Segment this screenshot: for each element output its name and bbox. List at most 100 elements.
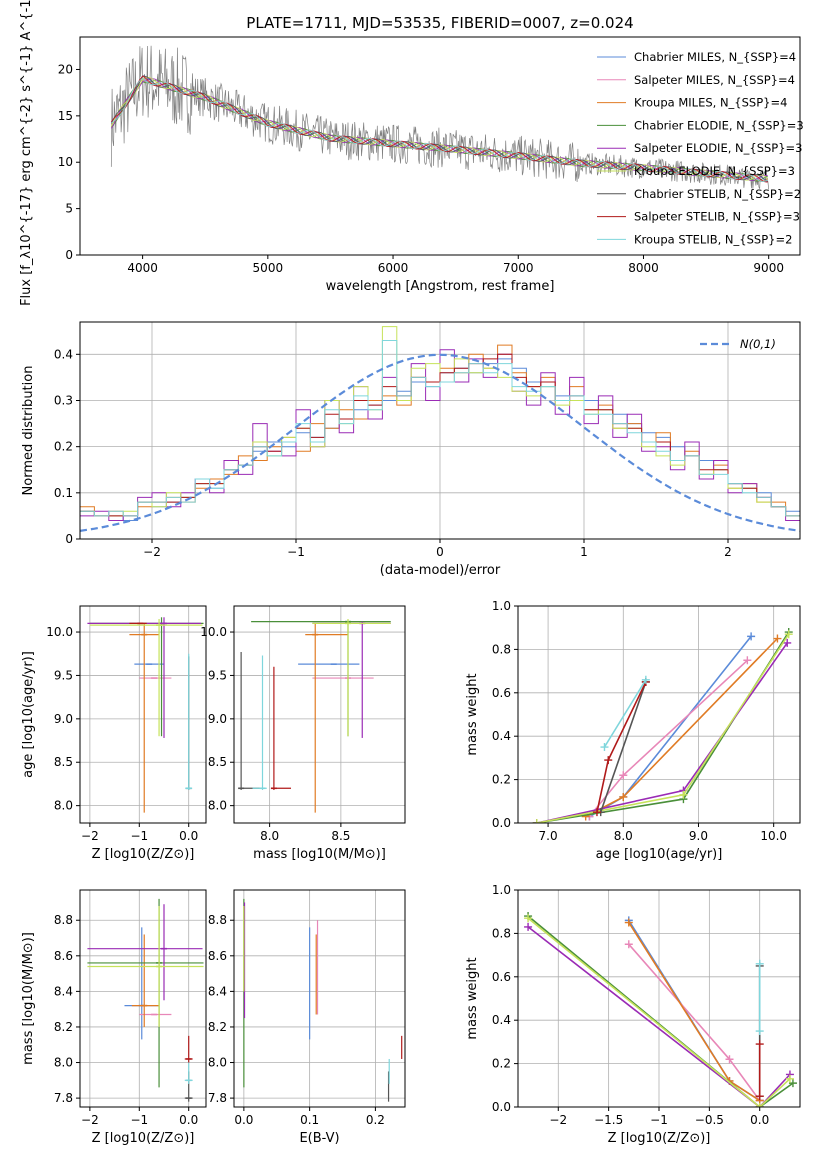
y-tick-label: 0	[65, 248, 73, 262]
weight-marker-chabrier_miles	[747, 632, 756, 641]
weight-line-kroupa_elodie	[527, 917, 791, 1107]
weight-line-chabrier_stelib	[599, 681, 647, 813]
weight-marker-salpeter_miles	[624, 940, 633, 949]
x-tick-label: 8.0	[260, 829, 279, 843]
y-tick-label: 8.5	[208, 755, 227, 769]
y-tick-label: 8.0	[54, 1056, 73, 1070]
model-line-salpeter_stelib	[110, 75, 768, 183]
axes-frame	[233, 889, 406, 1108]
plot-area-age-vs-Z	[87, 617, 204, 813]
weight-marker-kroupa_elodie	[532, 819, 541, 823]
axes-mass-vs-ebv: 0.0 0.1 0.2 7.8 8.0 8.2 8.4 8.6 8.8 E(B-V)	[208, 889, 406, 1146]
x-tick-label: 7.0	[539, 829, 558, 843]
y-tick-label: 8.4	[54, 984, 73, 998]
axes-residuals: −2 −1 0 1 2 0 0.1 0.2 0.3 0.4 (data-model)/error No…	[21, 321, 801, 578]
x-axis-label: Z [log10(Z/Z⊙)]	[92, 847, 195, 862]
weight-marker-kroupa_miles	[773, 634, 782, 643]
plot-area-residuals	[80, 326, 800, 532]
x-tick-label: −1	[650, 1113, 668, 1127]
x-tick-label: −1	[130, 829, 148, 843]
legend-label-kroupa_stelib: Kroupa STELIB, N_{SSP}=2	[634, 232, 792, 246]
legend-label-salpeter_elodie: Salpeter ELODIE, N_{SSP}=3	[634, 141, 803, 155]
y-axis-label: age [log10(age/yr)]	[21, 651, 36, 778]
plot-area-mass-vs-ebv	[243, 898, 403, 1102]
plot-area-age-vs-mass	[238, 619, 391, 813]
x-tick-label: −2	[81, 1113, 99, 1127]
axes-frame	[517, 605, 801, 824]
model-line-kroupa_stelib	[111, 78, 769, 183]
weight-marker-kroupa_elodie	[785, 1074, 794, 1083]
y-axis-label: Flux [f_λ10^{-17} erg cm^{-2} s^{-1} A^{…	[19, 0, 34, 306]
y-tick-label: 9.0	[208, 712, 227, 726]
y-tick-label: 0.2	[492, 773, 511, 787]
x-axis-label: Z [log10(Z/Z⊙)]	[92, 1131, 195, 1146]
x-tick-label: 5000	[253, 261, 284, 275]
x-tick-label: −1.5	[594, 1113, 623, 1127]
x-tick-label: 0.0	[750, 1113, 769, 1127]
y-tick-label: 9.5	[54, 668, 73, 682]
y-axis-label: mass [log10(M/M⊙)]	[21, 932, 36, 1065]
weight-line-salpeter_elodie	[536, 642, 788, 823]
spectrum-legend: Chabrier MILES, N_{SSP}=4 Salpeter MILES,…	[597, 50, 804, 246]
histogram-kroupa_stelib	[80, 340, 800, 517]
weight-line-salpeter_miles	[628, 943, 761, 1101]
x-axis-label: (data-model)/error	[380, 563, 501, 578]
weight-line-kroupa_stelib	[603, 679, 647, 748]
y-tick-label: 8.5	[54, 755, 73, 769]
y-tick-label: 8.8	[208, 913, 227, 927]
x-tick-label: 10.0	[760, 829, 787, 843]
y-tick-label: 10	[58, 155, 73, 169]
weight-line-chabrier_miles	[589, 635, 752, 818]
axes-frame	[79, 605, 207, 824]
legend-label-salpeter_stelib: Salpeter STELIB, N_{SSP}=3	[634, 210, 800, 224]
x-tick-label: 6000	[378, 261, 409, 275]
y-tick-label: 0.2	[54, 440, 73, 454]
weight-marker-kroupa_elodie	[784, 630, 793, 639]
weight-marker-salpeter_elodie	[524, 922, 533, 931]
x-axis-label: E(B-V)	[299, 1131, 339, 1146]
x-tick-label: 4000	[127, 261, 158, 275]
y-tick-label: 0.0	[492, 816, 511, 830]
x-tick-label: 0.0	[179, 829, 198, 843]
y-tick-label: 0.4	[492, 729, 511, 743]
weight-marker-salpeter_stelib	[604, 756, 613, 765]
weight-marker-kroupa_miles	[619, 792, 628, 801]
x-tick-label: −1	[130, 1113, 148, 1127]
y-tick-label: 8.2	[54, 1020, 73, 1034]
axes-weight-vs-age: 7.0 8.0 9.0 10.0 0.0 0.2 0.4 0.6 0.8 1.0 age [log1…	[465, 599, 801, 862]
x-tick-label: 1	[580, 545, 588, 559]
y-tick-label: 9.0	[54, 712, 73, 726]
axes-frame	[79, 889, 207, 1108]
legend-label-salpeter_miles: Salpeter MILES, N_{SSP}=4	[634, 73, 795, 87]
x-tick-label: 8.0	[614, 829, 633, 843]
x-tick-label: 0.1	[300, 1113, 319, 1127]
plot-area-spectrum	[110, 45, 770, 190]
weight-marker-salpeter_miles	[743, 656, 752, 665]
axes-frame	[233, 605, 406, 824]
y-tick-label: 15	[58, 109, 73, 123]
weight-line-chabrier_elodie	[527, 915, 794, 1107]
weight-marker-kroupa_elodie	[755, 1103, 764, 1107]
y-tick-label: 0.2	[492, 1057, 511, 1071]
weight-marker-salpeter_stelib	[755, 1040, 764, 1049]
y-tick-label: 8.0	[208, 799, 227, 813]
y-tick-label: 8.6	[54, 949, 73, 963]
y-tick-label: 5	[65, 202, 73, 216]
x-tick-label: 7000	[503, 261, 534, 275]
y-tick-label: 7.8	[208, 1091, 227, 1105]
y-tick-label: 0.8	[492, 926, 511, 940]
legend-label-kroupa_elodie: Kroupa ELODIE, N_{SSP}=3	[634, 164, 795, 178]
x-tick-label: 9000	[753, 261, 784, 275]
legend-label-chabrier_stelib: Chabrier STELIB, N_{SSP}=2	[634, 187, 801, 201]
x-tick-label: 8.5	[331, 829, 350, 843]
weight-marker-salpeter_miles	[725, 1055, 734, 1064]
y-tick-label: 1.0	[492, 883, 511, 897]
y-tick-label: 0.6	[492, 970, 511, 984]
y-tick-label: 0	[65, 532, 73, 546]
x-axis-label: age [log10(age/yr)]	[596, 847, 723, 862]
axes-mass-vs-Z: −2 −1 0.0 7.8 8.0 8.2 8.4 8.6 8.8 Z [log10(Z/Z⊙)]…	[21, 889, 207, 1146]
x-axis-label: Z [log10(Z/Z⊙)]	[608, 1131, 711, 1146]
y-tick-label: 8.0	[208, 1056, 227, 1070]
axes-age-vs-Z: −2 −1 0.0 8.0 8.5 9.0 9.5 10.0 Z [log10(Z/Z⊙)] ag…	[21, 605, 207, 862]
y-axis-label: Normed distribution	[21, 366, 36, 496]
